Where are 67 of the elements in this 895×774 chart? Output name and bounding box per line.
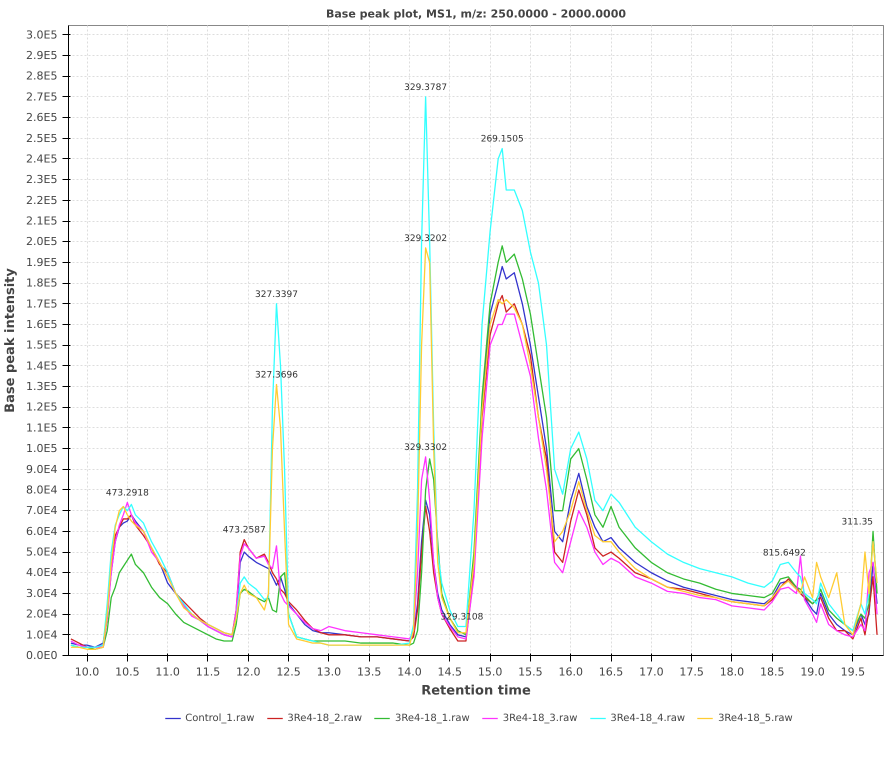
- y-tick-label: 1.7E5: [26, 297, 58, 310]
- x-tick-label: 17.0: [639, 666, 664, 678]
- x-tick-label: 13.0: [316, 666, 342, 678]
- x-tick-label: 10.5: [115, 666, 140, 678]
- annotation: 311.35: [842, 517, 874, 528]
- y-tick-label: 1.5E5: [26, 338, 58, 352]
- y-tick-label: 8.0E4: [26, 483, 58, 496]
- y-tick-label: 2.0E5: [26, 235, 58, 248]
- y-tick-label: 3.0E4: [26, 586, 58, 600]
- y-tick-label: 1.9E5: [26, 256, 58, 269]
- annotation: 473.2587: [222, 526, 266, 536]
- y-tick-label: 1.3E5: [26, 380, 58, 394]
- legend-label: 3Re4-18_3.raw: [502, 712, 578, 724]
- legend-label: 3Re4-18_2.raw: [287, 712, 362, 724]
- annotation: 473.2918: [106, 488, 150, 498]
- x-tick-label: 15.5: [518, 666, 543, 678]
- y-tick-label: 1.0E5: [26, 442, 58, 456]
- annotation: 327.3397: [255, 290, 298, 300]
- x-tick-label: 11.5: [196, 666, 220, 678]
- y-tick-label: 0.0E0: [26, 649, 58, 662]
- legend-label: 3Re4-18_1.raw: [395, 712, 470, 724]
- legend-label: 3Re4-18_5.raw: [718, 712, 793, 724]
- y-tick-label: 1.6E5: [26, 318, 58, 331]
- y-tick-label: 2.0E4: [26, 608, 58, 621]
- y-tick-label: 2.8E5: [26, 70, 58, 83]
- y-tick-label: 3.0E5: [26, 28, 58, 42]
- y-tick-label: 2.5E5: [26, 132, 58, 145]
- y-axis-title: Base peak intensity: [3, 268, 18, 413]
- x-tick-label: 14.5: [438, 666, 462, 678]
- legend-label: 3Re4-18_4.raw: [610, 712, 686, 724]
- chart-title: Base peak plot, MS1, m/z: 250.0000 - 2000.0000: [326, 8, 626, 20]
- y-tick-label: 2.9E5: [26, 49, 58, 62]
- y-tick-label: 1.0E4: [26, 628, 58, 642]
- x-tick-label: 12.5: [276, 666, 301, 678]
- y-tick-label: 2.4E5: [26, 152, 58, 166]
- x-tick-label: 19.0: [800, 666, 825, 678]
- x-tick-label: 19.5: [840, 666, 866, 678]
- y-tick-label: 1.4E5: [26, 359, 58, 372]
- x-tick-label: 16.0: [558, 666, 583, 678]
- y-tick-label: 1.1E5: [26, 421, 58, 434]
- y-tick-label: 2.6E5: [26, 111, 58, 124]
- x-tick-label: 17.5: [679, 666, 704, 678]
- x-tick-label: 16.5: [598, 666, 624, 678]
- x-tick-label: 13.5: [356, 666, 382, 678]
- annotation: 329.3787: [404, 82, 448, 93]
- y-tick-label: 4.0E4: [26, 566, 58, 580]
- x-tick-label: 15.0: [478, 666, 502, 678]
- y-tick-label: 7.0E4: [26, 504, 58, 518]
- y-tick-label: 2.7E5: [26, 90, 58, 104]
- x-tick-label: 11.0: [155, 666, 180, 678]
- annotation: 269.1505: [480, 134, 524, 145]
- y-tick-label: 1.2E5: [26, 400, 58, 414]
- x-tick-label: 18.0: [720, 666, 744, 678]
- x-tick-label: 12.0: [236, 666, 261, 678]
- annotation: 815.6492: [762, 548, 806, 558]
- y-tick-label: 2.3E5: [26, 173, 58, 186]
- x-tick-label: 10.0: [74, 666, 100, 678]
- y-tick-label: 2.2E5: [26, 194, 58, 207]
- y-tick-label: 5.0E4: [26, 546, 58, 559]
- legend-label: Control_1.raw: [185, 712, 254, 724]
- x-axis-title: Retention time: [421, 684, 531, 698]
- x-tick-label: 14.0: [397, 666, 422, 678]
- x-tick-label: 18.5: [760, 666, 785, 678]
- y-tick-label: 6.0E4: [26, 524, 58, 538]
- y-tick-label: 1.8E5: [26, 276, 58, 290]
- y-tick-label: 9.0E4: [26, 462, 58, 476]
- y-tick-label: 2.1E5: [26, 214, 58, 228]
